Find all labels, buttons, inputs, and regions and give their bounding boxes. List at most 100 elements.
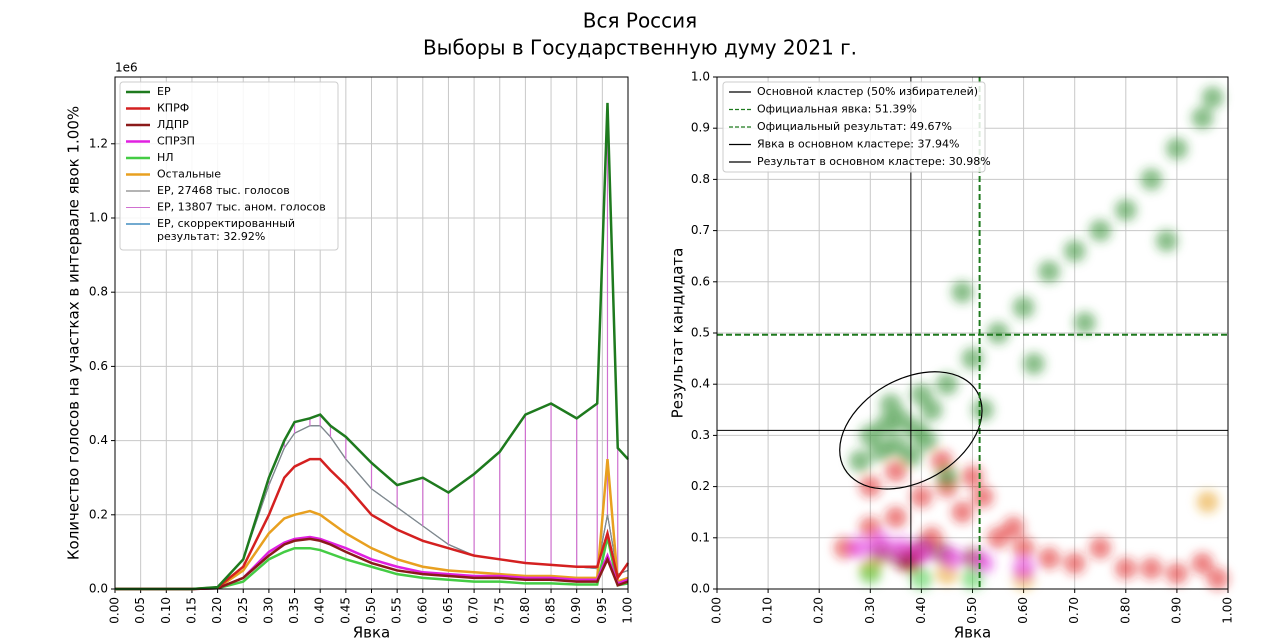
point [869,531,892,554]
point [884,506,907,529]
y-tick-label: 1.0 [691,70,710,84]
y-axis-label: Количество голосов на участках в интерва… [65,106,83,560]
x-tick-label: 0.30 [261,597,275,624]
x-axis-label: Явка [353,624,391,640]
point [1196,490,1219,513]
x-tick-label: 0.55 [390,597,404,624]
x-tick-label: 0.40 [313,597,327,624]
legend-label: ЕР, скорректированный результат: 32.92% [157,217,295,243]
y-tick-label: 0.5 [691,326,710,340]
y-tick-label: 0.0 [691,582,710,596]
legend-label: ЕР, 13807 тыс. аном. голосов [157,201,326,214]
point [1012,296,1035,319]
x-axis-label: Явка [954,624,992,640]
legend-label-line: СПРЗП [157,135,195,148]
point [1022,352,1045,375]
legend-label: ЛДПР [157,118,189,131]
point [1165,562,1188,585]
point [1063,240,1086,263]
title-line: Вся Россия [583,9,697,33]
legend-label: КПРФ [157,102,189,115]
x-tick-label: 0.65 [441,597,455,624]
point [987,322,1010,344]
legend-label: Остальные [157,168,221,181]
point [951,281,974,304]
legend-label: СПРЗП [157,135,195,148]
point [961,465,984,488]
x-tick-label: 0.80 [1118,597,1132,624]
series-line [115,102,629,591]
series-line [115,537,629,591]
point [1089,537,1112,560]
point [1063,552,1086,575]
y-tick-label: 0.7 [691,223,710,237]
legend-label: ЕР [157,85,171,98]
point [889,537,912,560]
point [1114,199,1137,222]
legend-label-line: ЕР, 13807 тыс. аном. голосов [157,201,326,214]
x-tick-label: 0.30 [863,597,877,624]
y-offset-label: 1e6 [115,61,138,75]
x-tick-label: 0.45 [338,597,352,624]
legend-label-line: ЕР, 27468 тыс. голосов [157,184,290,197]
point [935,465,958,488]
x-tick-label: 0.10 [761,597,775,624]
point [1038,547,1061,570]
x-tick-label: 0.70 [1067,597,1081,624]
y-tick-label: 0.2 [691,479,710,493]
y-tick-label: 0.4 [89,433,108,447]
point [1165,137,1188,160]
point [833,537,856,560]
point [910,567,933,590]
x-tick-label: 1.00 [621,597,635,624]
x-tick-label: 0.60 [415,597,429,624]
y-axis-label: Результат кандидата [669,248,687,419]
point [859,562,882,585]
point [1206,567,1229,590]
legend-box [722,81,986,173]
legend-label: НЛ [157,151,174,164]
x-tick-label: 0.35 [287,597,301,624]
point [961,347,984,370]
plot-frame [114,76,629,590]
x-tick-label: 0.80 [518,597,532,624]
point [884,460,907,483]
point [971,485,994,508]
legend-label-line: ЕР [157,85,171,98]
point [849,450,872,472]
point [915,429,938,452]
legend-label-line: Остальные [157,168,221,181]
x-tick-label: 0.10 [159,597,173,624]
legend-box [119,81,339,251]
x-tick-label: 1.00 [1221,597,1235,624]
x-tick-label: 0.00 [108,597,122,624]
legend-label-line: КПРФ [157,102,189,115]
x-tick-label: 0.20 [812,597,826,624]
x-tick-label: 0.70 [467,597,481,624]
point [1038,260,1061,283]
y-tick-label: 1.0 [89,210,108,224]
x-tick-label: 0.50 [965,597,979,624]
x-tick-label: 0.85 [544,597,558,624]
point-cloud [833,86,1229,590]
x-tick-label: 0.05 [133,597,147,624]
x-tick-label: 0.95 [595,597,609,624]
x-tick-label: 0.75 [492,597,506,624]
point [1140,557,1163,580]
point [941,547,964,570]
y-tick-label: 0.0 [89,582,108,596]
legend-label: Официальная явка: 51.39% [757,103,917,116]
legend-label: ЕР, 27468 тыс. голосов [157,184,290,197]
x-tick-label: 0.00 [710,597,724,624]
y-tick-label: 0.8 [691,172,710,186]
point [951,501,974,524]
point [1191,106,1214,129]
title-line: Выборы в Государственную думу 2021 г. [423,36,857,60]
point [910,383,933,406]
x-tick-label: 0.20 [210,597,224,624]
point [1012,557,1035,580]
point [1089,219,1112,242]
point [961,567,984,590]
point [1114,557,1137,580]
y-tick-label: 0.9 [691,121,710,135]
